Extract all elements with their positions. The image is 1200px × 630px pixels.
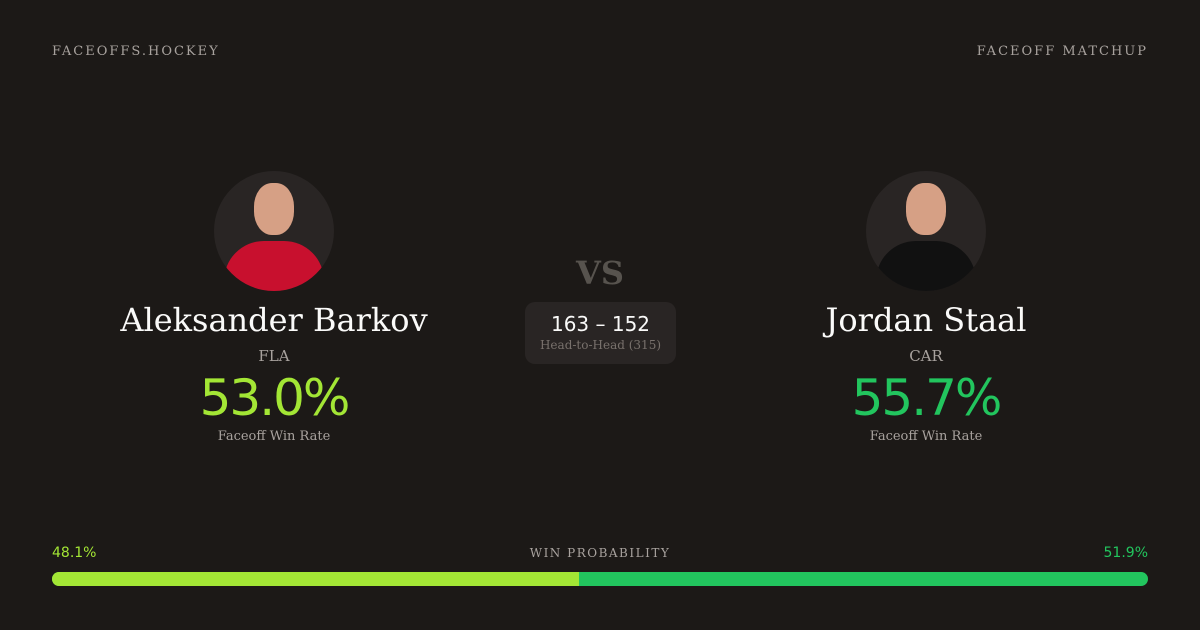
prob-left: 48.1% [52, 545, 97, 561]
prob-title: WIN PROBABILITY [529, 546, 671, 560]
player-team: CAR [909, 347, 943, 365]
page-type: FACEOFF MATCHUP [976, 44, 1148, 59]
left-probability-fill [52, 572, 580, 586]
head-to-head-box: 163 – 152 Head-to-Head (315) [525, 302, 676, 364]
player-right: Jordan Staal CAR 55.7% Faceoff Win Rate [726, 171, 1126, 444]
player-avatar [214, 171, 334, 291]
player-avatar [866, 171, 986, 291]
win-probability-bar [52, 572, 1148, 586]
h2h-score: 163 – 152 [550, 312, 651, 336]
win-rate: 55.7% [851, 369, 1003, 427]
player-name: Jordan Staal [825, 301, 1027, 339]
site-brand: FACEOFFS.HOCKEY [52, 44, 220, 59]
player-team: FLA [258, 347, 290, 365]
win-rate-label: Faceoff Win Rate [869, 429, 983, 444]
win-rate: 53.0% [199, 369, 351, 427]
prob-right: 51.9% [1103, 545, 1148, 561]
player-left: Aleksander Barkov FLA 53.0% Faceoff Win … [74, 171, 474, 444]
player-name: Aleksander Barkov [120, 301, 428, 339]
win-rate-label: Faceoff Win Rate [217, 429, 331, 444]
vs-label: VS [576, 254, 624, 292]
h2h-label: Head-to-Head (315) [539, 338, 662, 352]
